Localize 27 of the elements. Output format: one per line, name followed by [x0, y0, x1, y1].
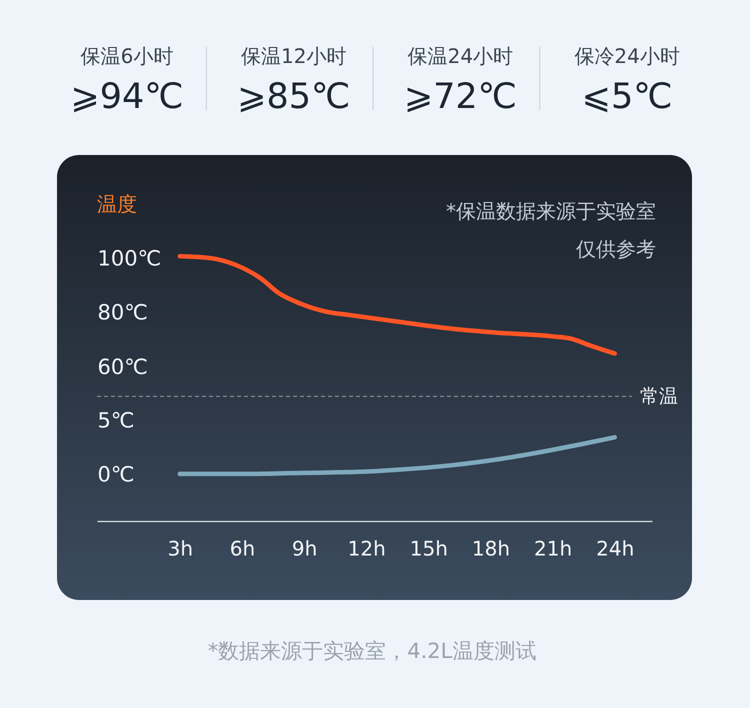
annotation: 仅供参考	[576, 237, 656, 261]
x-tick-label: 6h	[230, 536, 256, 560]
y2-tick-label: 5℃	[98, 408, 134, 433]
x-tick-label: 3h	[168, 536, 194, 560]
text: ⩾94℃	[70, 77, 184, 117]
y-tick-label: 100℃	[98, 246, 162, 271]
x-tick-label: 12h	[348, 536, 386, 560]
text: ⩾85℃	[237, 77, 350, 117]
text: ⩾72℃	[404, 77, 517, 117]
x-tick-label: 24h	[596, 536, 634, 560]
y2-tick-label: 0℃	[98, 462, 134, 487]
x-tick-label: 21h	[534, 536, 572, 560]
y-tick-label: 60℃	[98, 354, 148, 379]
x-tick-label: 9h	[292, 536, 318, 560]
text: ⩽5℃	[582, 77, 673, 117]
text: 保温12小时	[240, 44, 346, 68]
x-tick-label: 18h	[472, 536, 510, 560]
annotation: *保温数据来源于实验室	[446, 199, 656, 223]
annotation: 温度	[97, 192, 137, 216]
text: 保冷24小时	[574, 44, 680, 68]
text: *数据来源于实验室，4.2L温度测试	[208, 639, 536, 663]
text: 保温24小时	[408, 44, 514, 68]
text: 保温6小时	[80, 44, 174, 68]
ref-line-label: 常温	[640, 385, 678, 408]
x-tick-label: 15h	[410, 536, 448, 560]
line-series	[178, 435, 617, 476]
y-tick-label: 80℃	[98, 300, 148, 325]
